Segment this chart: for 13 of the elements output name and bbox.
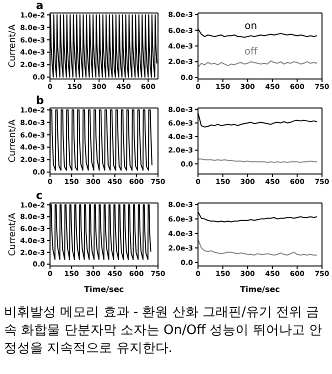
- x-axis-title: Time/sec: [240, 285, 280, 294]
- series-label: on: [244, 20, 258, 32]
- chart-title: a: [36, 0, 44, 12]
- chart-title: b: [36, 94, 44, 107]
- x-axis-title: Time/sec: [84, 285, 124, 294]
- line-series: [198, 60, 318, 68]
- y-axis-title: Current/A: [8, 118, 18, 162]
- text: 비휘발성 메모리 효과 - 환원 산화 그래핀/유기 전위 금속 화합물 단분자막 소자는 On/Off 성능이 뛰어나고 안정성을 지속적으로 유지한다.: [4, 304, 323, 358]
- y-axis-title: Current/A: [8, 24, 18, 68]
- y-axis-title: Current/A: [8, 212, 18, 256]
- series-label: off: [244, 46, 259, 58]
- line-series: [198, 238, 318, 256]
- chart-title: c: [36, 189, 43, 202]
